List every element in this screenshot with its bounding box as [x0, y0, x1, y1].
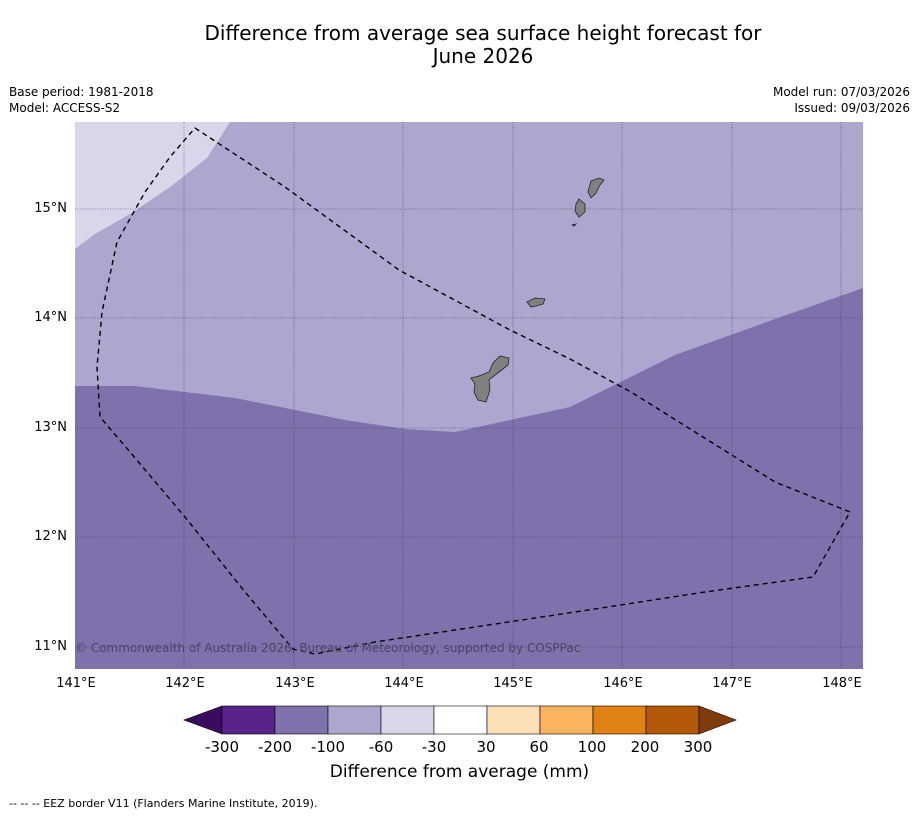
lon-label-146: 146°E [603, 676, 643, 691]
colorbar-cell [221, 705, 276, 735]
colorbar-cell [327, 705, 382, 735]
land [470, 177, 605, 403]
colorbar-cell [274, 705, 329, 735]
lon-label-142: 142°E [165, 676, 205, 691]
colorbar-cells [183, 705, 737, 735]
graticule [75, 122, 863, 669]
colorbar-tick: -200 [257, 738, 293, 756]
map-canvas [75, 122, 863, 669]
island-saipan [587, 177, 605, 199]
colorbar-label: Difference from average (mm) [329, 762, 590, 782]
title-line-1: Difference from average sea surface heig… [204, 21, 762, 45]
lat-label-12: 12°N [34, 529, 67, 544]
base-period-text: Base period: 1981-2018 [9, 85, 154, 99]
colorbar-cell [486, 705, 541, 735]
issued-text: Issued: 09/03/2026 [794, 101, 910, 115]
colorbar-tick: -300 [204, 738, 240, 756]
colorbar-cell [645, 705, 700, 735]
colorbar-tick: 100 [577, 738, 607, 756]
colorbar-tick: -100 [310, 738, 346, 756]
meta-right: Model run: 07/03/2026 Issued: 09/03/2026 [773, 84, 910, 116]
island-rota [526, 297, 546, 308]
lon-label-143: 143°E [275, 676, 315, 691]
anomaly-band-100-60 [75, 122, 863, 432]
colorbar-tick: -30 [421, 738, 447, 756]
colorbar-extend-low [183, 705, 223, 735]
lat-label-15: 15°N [34, 201, 67, 216]
eez-border [96, 127, 852, 655]
lon-label-141: 141°E [56, 676, 96, 691]
lat-label-11: 11°N [34, 639, 67, 654]
colorbar-tick: 300 [683, 738, 713, 756]
island-aguijan [570, 223, 578, 227]
copyright-text: © Commonwealth of Australia 2026, Bureau… [75, 641, 581, 655]
meta-left: Base period: 1981-2018 Model: ACCESS-S2 [9, 84, 154, 116]
anomaly-band-60-30 [75, 122, 230, 249]
island-tinian [574, 198, 586, 218]
colorbar-tick: 30 [476, 738, 496, 756]
colorbar-tick: 200 [630, 738, 660, 756]
island-guam [470, 355, 510, 403]
lon-label-148: 148°E [822, 676, 862, 691]
lon-label-145: 145°E [493, 676, 533, 691]
colorbar-cell [539, 705, 594, 735]
colorbar-extend-high [698, 705, 737, 735]
colorbar-cell [433, 705, 488, 735]
model-text: Model: ACCESS-S2 [9, 101, 121, 115]
colorbar-cell [592, 705, 647, 735]
colorbar-tick: 60 [529, 738, 549, 756]
map-title: Difference from average sea surface heig… [0, 22, 919, 68]
model-run-text: Model run: 07/03/2026 [772, 85, 910, 99]
title-line-2: June 2026 [432, 44, 534, 68]
lon-label-147: 147°E [712, 676, 752, 691]
colorbar-tick: -60 [368, 738, 394, 756]
map-panel [75, 122, 863, 669]
lat-label-13: 13°N [34, 420, 67, 435]
eez-footnote: -- -- -- EEZ border V11 (Flanders Marine… [9, 797, 318, 810]
lat-label-14: 14°N [34, 310, 67, 325]
lon-label-144: 144°E [384, 676, 424, 691]
colorbar-cell [380, 705, 435, 735]
colorbar [183, 705, 737, 735]
